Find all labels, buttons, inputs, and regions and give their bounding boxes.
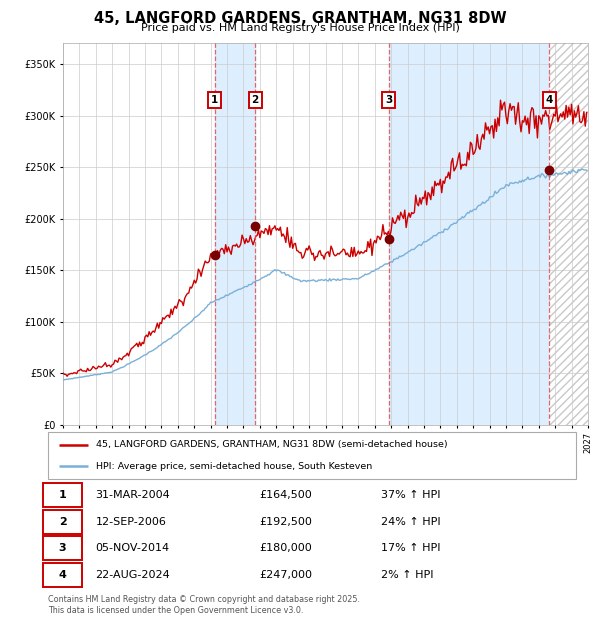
Text: 31-MAR-2004: 31-MAR-2004 bbox=[95, 490, 170, 500]
Text: 3: 3 bbox=[385, 95, 392, 105]
Text: 05-NOV-2014: 05-NOV-2014 bbox=[95, 543, 170, 553]
Text: £192,500: £192,500 bbox=[259, 516, 312, 526]
Text: 37% ↑ HPI: 37% ↑ HPI bbox=[380, 490, 440, 500]
Text: 17% ↑ HPI: 17% ↑ HPI bbox=[380, 543, 440, 553]
Text: This data is licensed under the Open Government Licence v3.0.: This data is licensed under the Open Gov… bbox=[48, 606, 304, 616]
Bar bbox=[215, 43, 255, 425]
Text: £164,500: £164,500 bbox=[259, 490, 312, 500]
Bar bbox=[549, 43, 588, 425]
Text: Price paid vs. HM Land Registry's House Price Index (HPI): Price paid vs. HM Land Registry's House … bbox=[140, 23, 460, 33]
FancyBboxPatch shape bbox=[43, 563, 82, 587]
Text: 4: 4 bbox=[59, 570, 67, 580]
Text: £247,000: £247,000 bbox=[259, 570, 312, 580]
Text: 2% ↑ HPI: 2% ↑ HPI bbox=[380, 570, 433, 580]
FancyBboxPatch shape bbox=[43, 510, 82, 534]
Text: 1: 1 bbox=[211, 95, 218, 105]
Text: £180,000: £180,000 bbox=[259, 543, 312, 553]
Text: 3: 3 bbox=[59, 543, 67, 553]
Text: 24% ↑ HPI: 24% ↑ HPI bbox=[380, 516, 440, 526]
FancyBboxPatch shape bbox=[43, 536, 82, 560]
Text: 2: 2 bbox=[251, 95, 259, 105]
Text: HPI: Average price, semi-detached house, South Kesteven: HPI: Average price, semi-detached house,… bbox=[95, 461, 372, 471]
Bar bbox=[389, 43, 549, 425]
Text: 45, LANGFORD GARDENS, GRANTHAM, NG31 8DW (semi-detached house): 45, LANGFORD GARDENS, GRANTHAM, NG31 8DW… bbox=[95, 440, 447, 450]
FancyBboxPatch shape bbox=[43, 483, 82, 507]
Text: 4: 4 bbox=[545, 95, 553, 105]
Text: 2: 2 bbox=[59, 516, 67, 526]
Text: Contains HM Land Registry data © Crown copyright and database right 2025.: Contains HM Land Registry data © Crown c… bbox=[48, 595, 360, 604]
Text: 45, LANGFORD GARDENS, GRANTHAM, NG31 8DW: 45, LANGFORD GARDENS, GRANTHAM, NG31 8DW bbox=[94, 11, 506, 26]
Text: 22-AUG-2024: 22-AUG-2024 bbox=[95, 570, 170, 580]
Bar bbox=[549, 43, 588, 425]
Text: 12-SEP-2006: 12-SEP-2006 bbox=[95, 516, 166, 526]
Text: 1: 1 bbox=[59, 490, 67, 500]
